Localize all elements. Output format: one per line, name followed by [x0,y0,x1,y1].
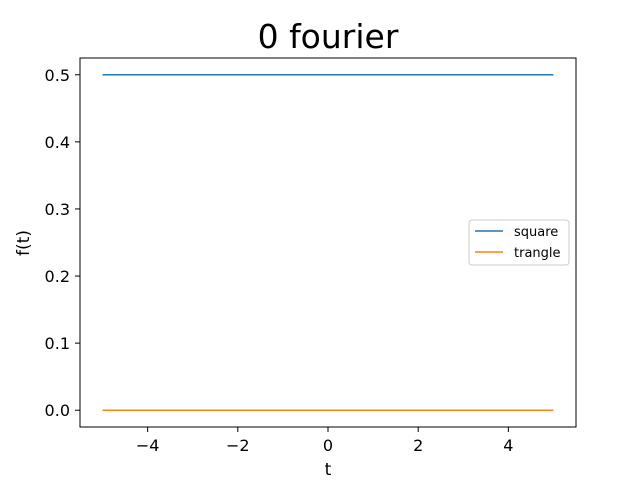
y-tick-label: 0.3 [45,200,70,219]
y-axis-label: f(t) [14,230,34,256]
y-tick-label: 0.5 [45,66,70,85]
plot-frame [79,57,577,428]
chart-title: 0 fourier [258,17,399,56]
x-tick-label: 2 [413,436,423,455]
legend-items: square trangle [475,225,561,261]
x-tick-label: −4 [136,436,160,455]
y-tick-label: 0.1 [45,334,70,353]
legend-label: square [514,225,558,240]
y-tick-label: 0.4 [45,133,70,152]
series-layer [102,74,554,411]
x-axis-label: t [325,460,332,480]
legend-label: trangle [514,246,561,261]
legend: square trangle [468,219,570,266]
y-axis-ticks: 0.0 0.1 0.2 0.3 0.4 0.5 [45,66,80,420]
y-tick-label: 0.0 [45,401,70,420]
x-tick-label: 4 [503,436,513,455]
y-tick-label: 0.2 [45,267,70,286]
x-axis-ticks: −4 −2 0 2 4 [136,427,513,455]
x-tick-label: −2 [226,436,250,455]
x-tick-label: 0 [323,436,333,455]
